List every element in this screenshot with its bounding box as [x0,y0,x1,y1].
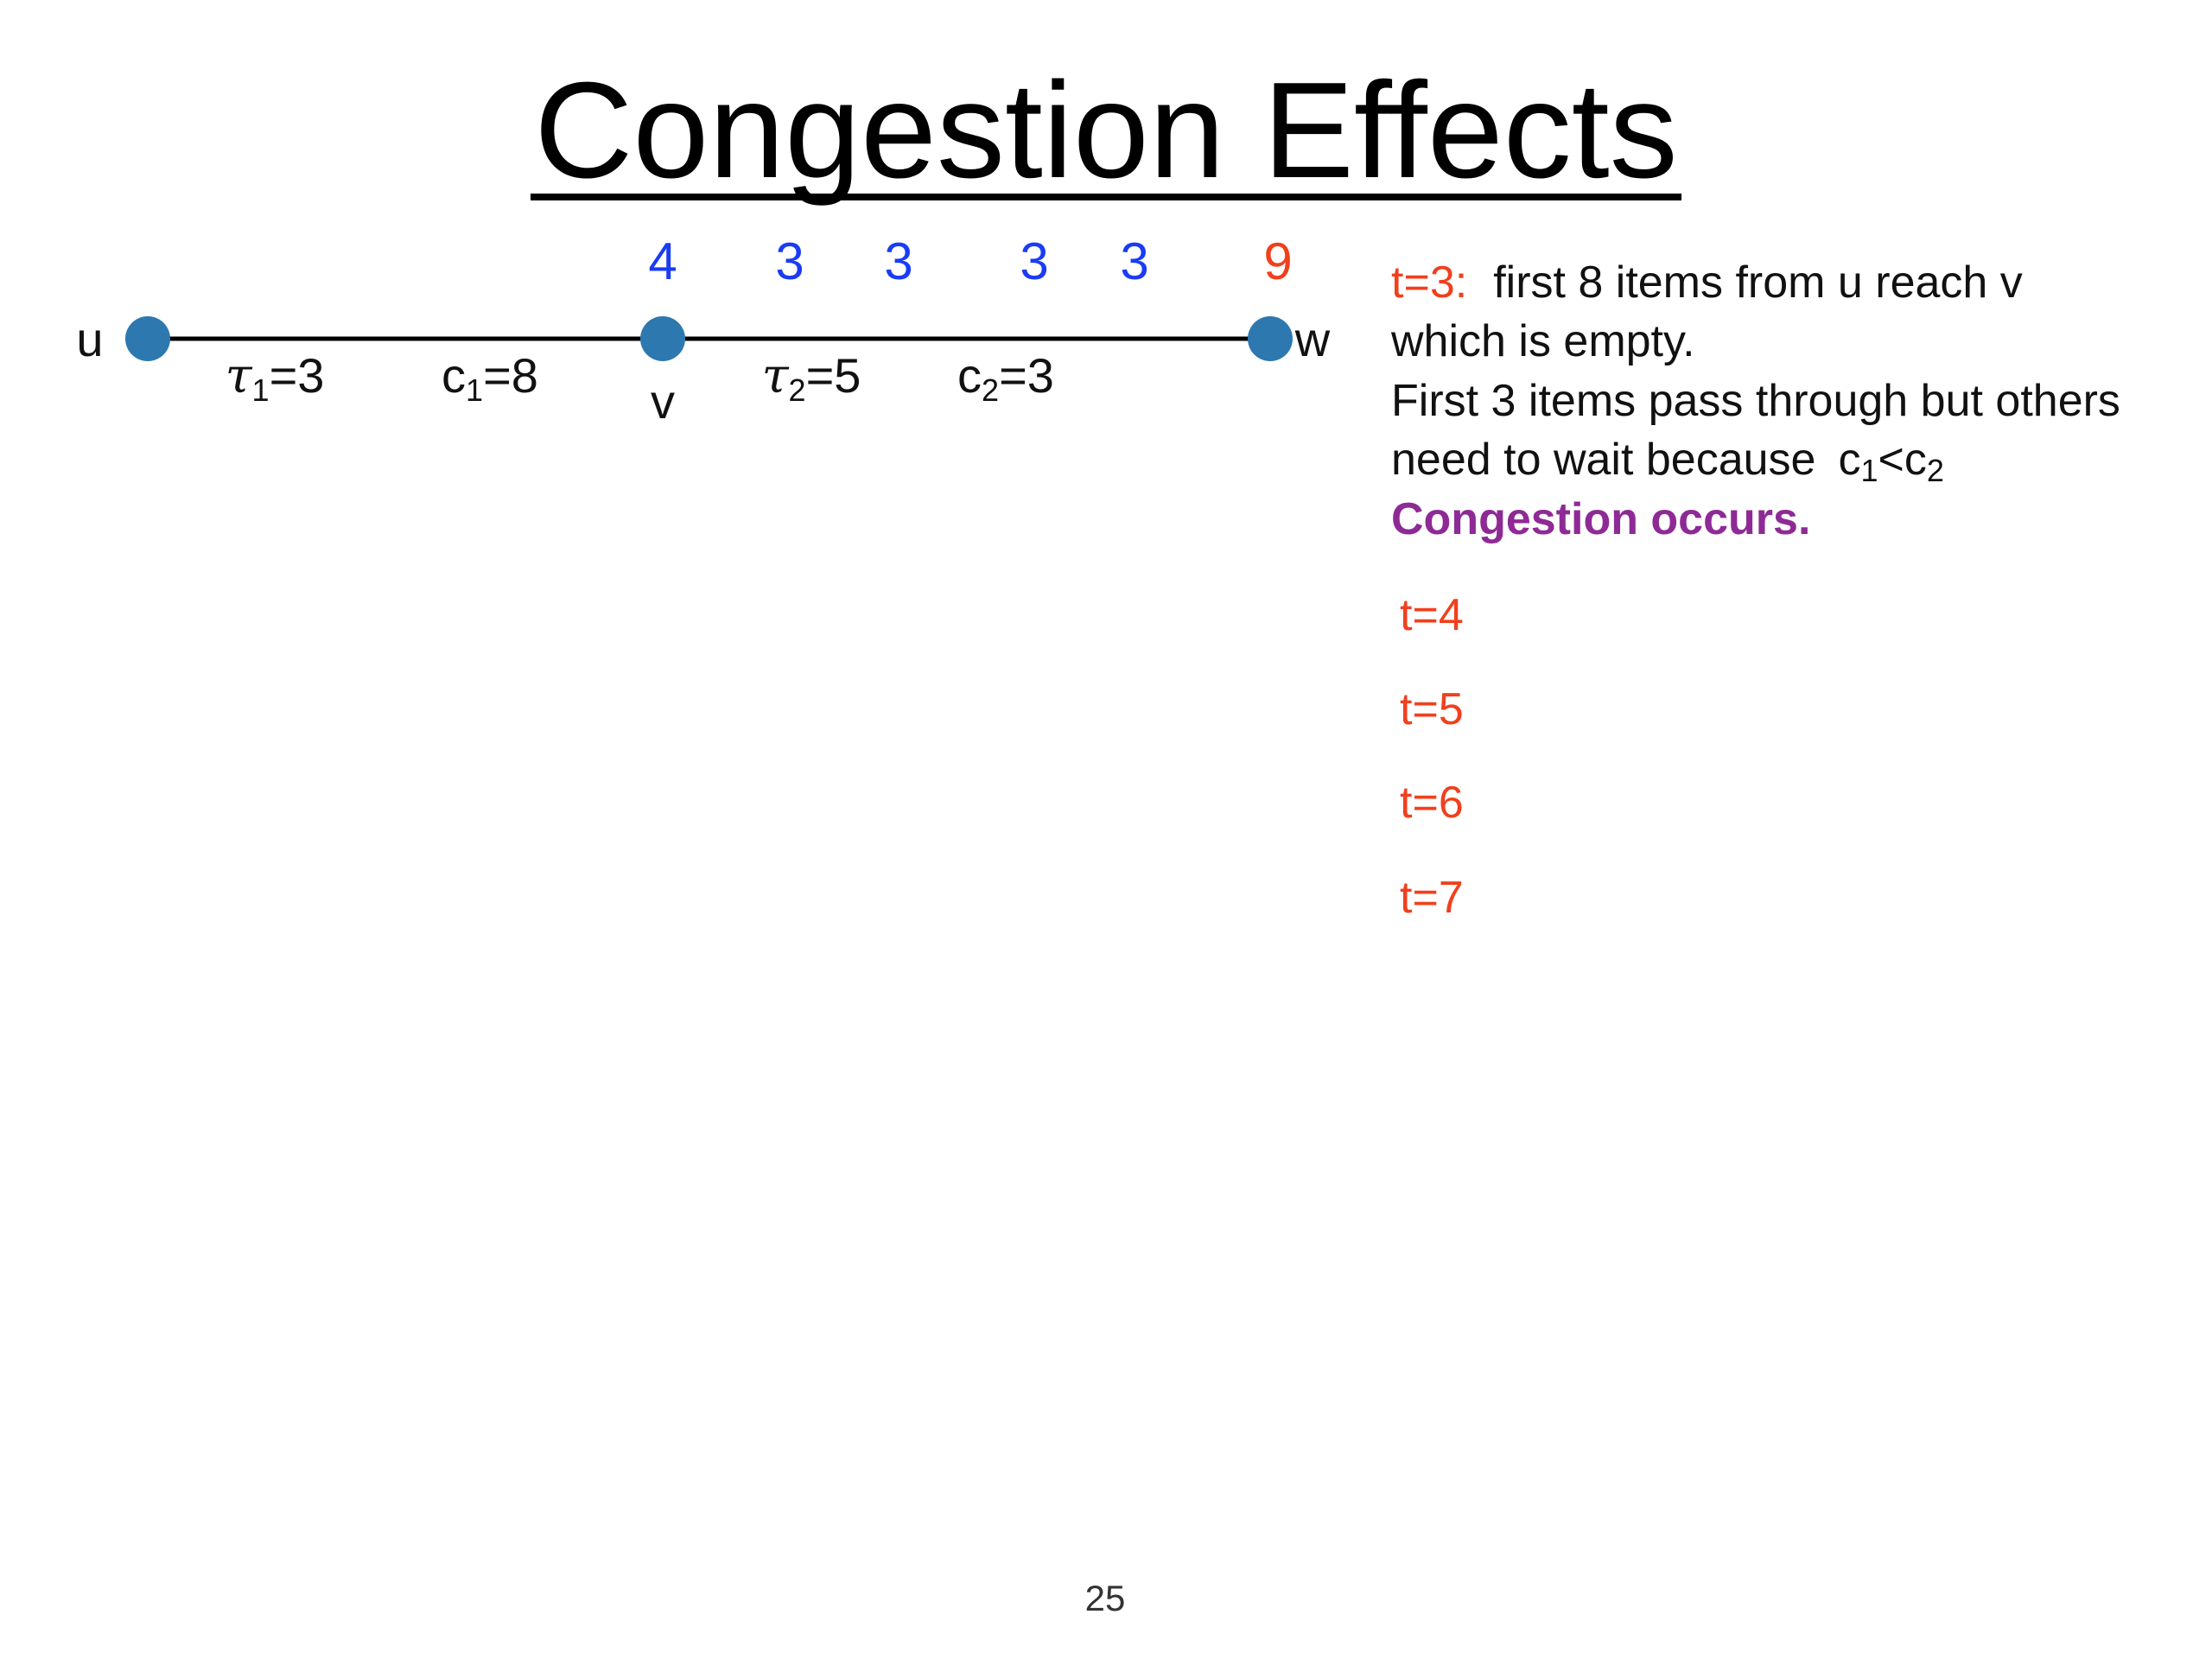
edge-tau: τ1=3 [226,348,325,408]
edge-capacity: c1=8 [442,348,538,408]
node-w [1248,316,1293,361]
time-step: t=7 [1400,873,1464,923]
symbol: τ [762,348,790,404]
symbol: c [1838,435,1860,485]
value: =3 [270,348,325,403]
symbol: c [442,348,466,403]
value: =5 [806,348,861,403]
subscript: 1 [1860,453,1878,488]
count: 9 [1263,232,1292,290]
note-line: t=3: first 8 items from u reach v [1391,257,2023,308]
value: =3 [999,348,1054,403]
edge-capacity: c2=3 [957,348,1054,408]
title-underline [531,194,1681,200]
note-time: t=3: [1391,257,1467,308]
slide-title: Congestion Effects [534,54,1677,207]
operator: < [1878,435,1904,485]
time-step: t=5 [1400,684,1464,734]
node-label: v [651,374,675,429]
node-v [640,316,685,361]
symbol: c [1904,435,1927,485]
subscript: 2 [1927,453,1944,488]
count: 3 [775,232,804,290]
edge-tau: τ2=5 [762,348,861,408]
page-number: 25 [1085,1578,1126,1618]
time-step: t=6 [1400,778,1464,828]
count: 3 [884,232,912,290]
note-text: first 8 items from u reach v [1493,257,2023,308]
symbol: c [957,348,982,403]
count: 3 [1020,232,1048,290]
count: 3 [1120,232,1148,290]
subscript: 2 [982,372,999,408]
note-line: need to wait because c1<c2 [1391,435,1944,488]
value: =8 [483,348,538,403]
node-u [125,316,170,361]
count: 4 [648,232,677,290]
subscript: 1 [466,372,483,408]
note-line: First 3 items pass through but others [1391,376,2120,426]
subscript: 1 [252,372,270,408]
conclusion: Congestion occurs. [1391,494,1810,544]
time-step: t=4 [1400,590,1464,640]
node-label: w [1294,312,1331,366]
note-text: need to wait because [1391,435,1815,485]
node-label: u [76,312,103,366]
symbol: τ [226,348,253,404]
subscript: 2 [789,372,806,408]
note-line: which is empty. [1390,316,1695,366]
